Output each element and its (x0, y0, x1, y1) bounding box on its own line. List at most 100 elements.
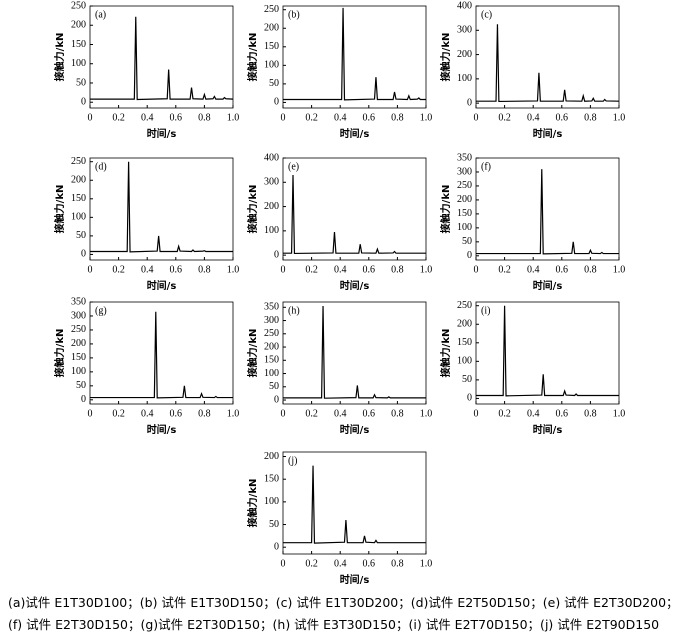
data-line (283, 465, 426, 544)
y-tick-label: 300 (457, 25, 472, 36)
y-axis-label: 接触力/kN (53, 185, 66, 234)
plot-frame (282, 5, 427, 109)
x-tick-label: 0.6 (556, 264, 569, 275)
x-tick-label: 1.0 (613, 112, 626, 123)
plot-frame (89, 157, 234, 261)
x-tick-label: 0 (281, 112, 286, 123)
x-tick-label: 0.4 (527, 408, 540, 419)
x-tick-label: 0.2 (112, 408, 125, 419)
y-tick-label: 150 (71, 193, 86, 204)
y-tick-label: 400 (457, 0, 472, 11)
x-axis-label: 时间/s (340, 573, 370, 585)
x-tick-label: 0.6 (170, 112, 183, 123)
x-tick-label: 0.4 (141, 408, 154, 419)
x-axis-label: 时间/s (340, 423, 370, 436)
data-line (476, 305, 619, 397)
y-tick-label: 0 (274, 249, 279, 260)
y-axis-label: 接触力/kN (439, 33, 452, 82)
x-tick-label: 0 (281, 558, 286, 569)
y-tick-label: 150 (264, 355, 279, 366)
y-axis-label: 接触力/kN (439, 185, 452, 234)
x-tick-label: 0.8 (584, 408, 597, 419)
x-tick-label: 1.0 (227, 408, 240, 419)
x-tick-label: 0.8 (391, 264, 404, 275)
y-tick-label: 250 (71, 156, 86, 167)
x-axis-label: 时间/s (147, 423, 177, 436)
y-tick-label: 300 (71, 310, 86, 321)
panel-label: (a) (95, 9, 106, 20)
y-tick-label: 150 (457, 208, 472, 219)
y-tick-label: 200 (457, 194, 472, 205)
y-tick-label: 0 (81, 249, 86, 260)
x-tick-label: 0.2 (498, 112, 511, 123)
x-tick-label: 0.4 (141, 112, 154, 123)
y-tick-label: 150 (264, 41, 279, 52)
y-tick-label: 200 (71, 175, 86, 186)
y-tick-label: 200 (71, 338, 86, 349)
y-tick-label: 100 (264, 225, 279, 236)
y-axis-label: 接触力/kN (53, 329, 66, 378)
y-tick-label: 0 (81, 97, 86, 108)
y-tick-label: 200 (457, 319, 472, 330)
y-tick-label: 50 (462, 236, 472, 247)
panel-label: (e) (288, 161, 299, 172)
panel-label: (d) (95, 161, 107, 172)
x-tick-label: 0.6 (170, 264, 183, 275)
y-tick-label: 100 (264, 60, 279, 71)
x-tick-label: 0.6 (556, 112, 569, 123)
x-tick-label: 1.0 (227, 264, 240, 275)
y-tick-label: 250 (457, 300, 472, 311)
x-tick-label: 0.8 (584, 264, 597, 275)
plot-frame (475, 301, 620, 405)
x-tick-label: 0 (88, 112, 93, 123)
y-tick-label: 200 (457, 49, 472, 60)
x-tick-label: 0.2 (305, 264, 318, 275)
x-tick-label: 0.6 (556, 408, 569, 419)
data-line (90, 16, 234, 101)
y-axis-label: 接触力/kN (246, 185, 259, 234)
x-tick-label: 0.2 (112, 264, 125, 275)
x-tick-label: 0 (88, 264, 93, 275)
x-tick-label: 0.4 (527, 264, 540, 275)
x-tick-label: 0 (281, 264, 286, 275)
x-tick-label: 0.4 (334, 112, 347, 123)
x-tick-label: 1.0 (227, 112, 240, 123)
y-tick-label: 0 (467, 250, 472, 261)
x-tick-label: 0.2 (305, 112, 318, 123)
y-tick-label: 250 (264, 4, 279, 15)
panel-label: (j) (288, 455, 297, 466)
x-tick-label: 0 (281, 408, 286, 419)
x-tick-label: 0.8 (198, 264, 211, 275)
y-tick-label: 150 (457, 337, 472, 348)
x-tick-label: 0.8 (391, 408, 404, 419)
y-tick-label: 350 (264, 302, 279, 313)
y-tick-label: 100 (71, 58, 86, 69)
plot-frame (89, 5, 234, 109)
x-tick-label: 0.4 (527, 112, 540, 123)
plot-frame (282, 451, 427, 555)
x-tick-label: 1.0 (420, 112, 433, 123)
y-tick-label: 100 (457, 73, 472, 84)
x-tick-label: 0.2 (305, 408, 318, 419)
caption-line: (f) 试件 E2T30D150；(g)试件 E2T30D150；(h) 试件 … (8, 617, 660, 632)
data-line (476, 24, 620, 103)
y-axis-label: 接触力/kN (246, 479, 259, 528)
x-tick-label: 0.2 (498, 408, 511, 419)
panel-label: (b) (288, 9, 300, 20)
x-tick-label: 0.6 (363, 264, 376, 275)
y-tick-label: 200 (264, 201, 279, 212)
plot-frame (282, 157, 427, 261)
y-tick-label: 300 (457, 166, 472, 177)
x-tick-label: 0.8 (391, 112, 404, 123)
y-tick-label: 250 (264, 328, 279, 339)
y-tick-label: 50 (269, 78, 279, 89)
x-axis-label: 时间/s (147, 127, 177, 140)
x-axis-label: 时间/s (533, 279, 563, 292)
x-tick-label: 1.0 (613, 408, 626, 419)
panel-label: (i) (481, 305, 490, 316)
y-tick-label: 100 (457, 222, 472, 233)
y-axis-label: 接触力/kN (439, 329, 452, 378)
x-tick-label: 0.6 (363, 558, 376, 569)
data-line (90, 311, 233, 399)
